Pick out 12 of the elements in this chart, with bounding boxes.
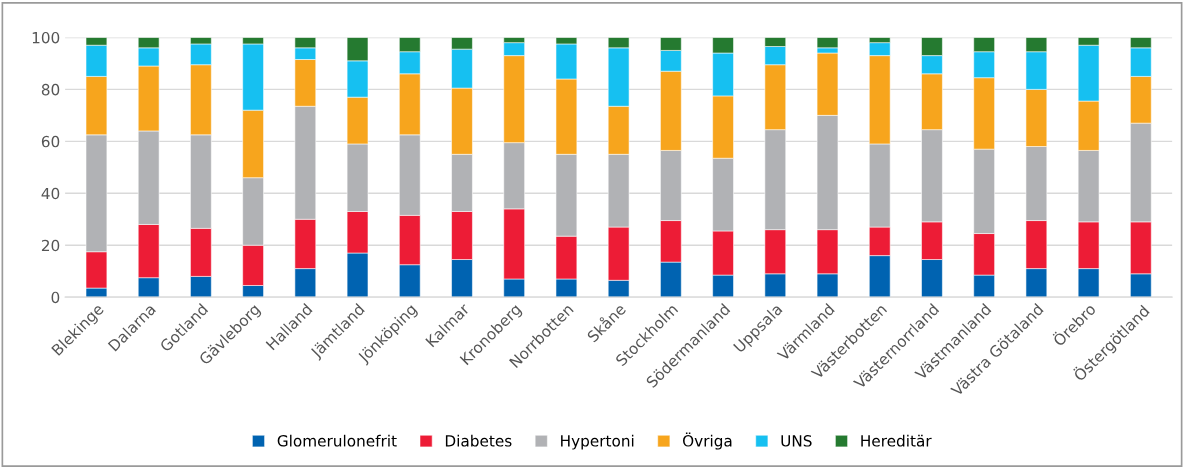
y-tick-label: 20 (41, 239, 60, 252)
y-tick-label: 40 (41, 187, 60, 200)
legend-label: Hereditär (861, 434, 932, 447)
legend-label: Övriga (682, 432, 732, 450)
y-tick-label: 60 (41, 135, 60, 148)
legend-label: Hypertoni (561, 434, 634, 450)
legend-label: UNS (781, 435, 812, 447)
y-tick-label: 0 (51, 291, 60, 304)
legend-label: Glomerulonefrit (277, 434, 397, 447)
legend-label: Diabetes (445, 434, 512, 447)
y-tick-label: 100 (32, 31, 60, 44)
y-tick-label: 80 (41, 83, 60, 96)
